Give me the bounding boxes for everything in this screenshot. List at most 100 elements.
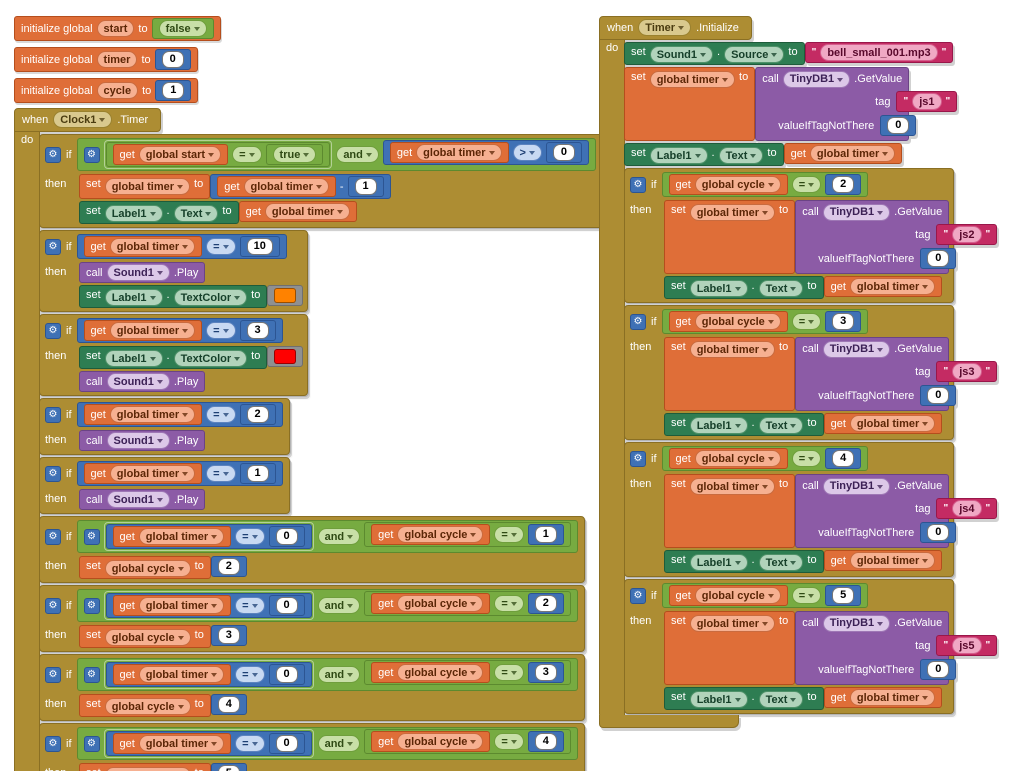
color-block[interactable] bbox=[267, 285, 304, 306]
field-start[interactable]: start bbox=[96, 20, 135, 37]
number-field[interactable]: 4 bbox=[217, 696, 240, 713]
dropdown-and[interactable]: and bbox=[336, 146, 379, 163]
mutator-gear-icon[interactable]: ⚙ bbox=[45, 465, 61, 482]
number-field[interactable]: 2 bbox=[217, 558, 240, 575]
if-block[interactable]: ⚙ if ⚙ get global timer = 0 and get global cycle =… bbox=[39, 654, 585, 721]
number-field[interactable]: 1 bbox=[246, 465, 269, 482]
number-block[interactable]: 2 bbox=[825, 174, 862, 195]
dropdown-global-cycle[interactable]: global cycle bbox=[104, 629, 191, 646]
dropdown-[interactable]: = bbox=[206, 465, 236, 482]
dropdown-[interactable]: = bbox=[235, 528, 265, 545]
mutator-gear-icon[interactable]: ⚙ bbox=[630, 450, 646, 467]
field-timer[interactable]: timer bbox=[96, 51, 138, 68]
field-js2[interactable]: js2 bbox=[952, 226, 982, 243]
number-field[interactable]: 4 bbox=[832, 450, 855, 467]
dropdown-text[interactable]: Text bbox=[758, 417, 804, 434]
if-block[interactable]: ⚙ if ⚙ get global timer = 0 and get global cycle =… bbox=[39, 516, 585, 583]
number-block[interactable]: 10 bbox=[239, 236, 280, 257]
number-block[interactable]: 3 bbox=[239, 320, 276, 341]
if-block[interactable]: ⚙ if get global cycle = 3 then set global timer t… bbox=[624, 305, 998, 440]
mutator-gear-icon[interactable]: ⚙ bbox=[83, 528, 100, 545]
logic-compare-block[interactable]: get global cycle = 2 bbox=[364, 591, 571, 616]
set-variable-block[interactable]: set global cycle to bbox=[79, 625, 211, 648]
logic-false-block[interactable]: false bbox=[151, 18, 214, 39]
dropdown-global-cycle[interactable]: global cycle bbox=[397, 664, 484, 681]
get-variable-block[interactable]: get global timer bbox=[83, 320, 203, 341]
number-field[interactable]: 5 bbox=[217, 765, 240, 771]
set-variable-block[interactable]: set global cycle to bbox=[79, 763, 211, 771]
number-block[interactable]: 0 bbox=[545, 142, 582, 163]
if-block[interactable]: ⚙ if get global cycle = 2 then set global timer t… bbox=[624, 168, 998, 303]
text-string-block[interactable]: " js4 " bbox=[936, 498, 998, 519]
math-compare-block[interactable]: get global timer = 0 bbox=[105, 662, 312, 687]
mutator-gear-icon[interactable]: ⚙ bbox=[45, 322, 61, 339]
color-swatch[interactable] bbox=[274, 349, 297, 364]
dropdown-global-timer[interactable]: global timer bbox=[849, 278, 936, 295]
number-block[interactable]: 0 bbox=[154, 49, 191, 70]
dropdown-global-timer[interactable]: global timer bbox=[138, 528, 225, 545]
get-variable-block[interactable]: get global timer bbox=[823, 550, 943, 571]
if-block[interactable]: ⚙ if get global timer = 1 then call Sound1 .Play bbox=[39, 457, 290, 514]
dropdown-sound1[interactable]: Sound1 bbox=[106, 432, 170, 449]
number-field[interactable]: 2 bbox=[534, 595, 557, 612]
if-block[interactable]: ⚙ if get global timer = 10 then call Sound1 .Play… bbox=[39, 230, 309, 312]
dropdown-global-timer[interactable]: global timer bbox=[109, 238, 196, 255]
component-call-block[interactable]: call Sound1 .Play bbox=[79, 262, 206, 283]
dropdown-global-cycle[interactable]: global cycle bbox=[694, 587, 781, 604]
number-block[interactable]: 1 bbox=[527, 524, 564, 545]
get-variable-block[interactable]: get global timer bbox=[112, 595, 232, 616]
dropdown-[interactable]: = bbox=[494, 664, 524, 681]
dropdown-sound1[interactable]: Sound1 bbox=[649, 46, 714, 63]
and-block[interactable]: ⚙ get global timer = 0 and get global cycle = 3 bbox=[76, 658, 578, 691]
dropdown-label1[interactable]: Label1 bbox=[689, 554, 748, 571]
get-variable-block[interactable]: get global start bbox=[112, 144, 229, 165]
number-field[interactable]: 1 bbox=[534, 526, 557, 543]
get-variable-block[interactable]: get global timer bbox=[389, 142, 509, 163]
mutator-gear-icon[interactable]: ⚙ bbox=[630, 587, 646, 604]
get-variable-block[interactable]: get global cycle bbox=[668, 448, 788, 469]
number-block[interactable]: 4 bbox=[825, 448, 862, 469]
component-call-block[interactable]: call Sound1 .Play bbox=[79, 489, 206, 510]
dropdown-and[interactable]: and bbox=[317, 597, 361, 614]
get-variable-block[interactable]: get global timer bbox=[83, 236, 203, 257]
logic-compare-block[interactable]: get global start = true bbox=[105, 142, 331, 167]
component-set-block[interactable]: set Label1. Text to bbox=[624, 143, 784, 166]
dropdown-textcolor[interactable]: TextColor bbox=[173, 289, 248, 306]
dropdown-[interactable]: = bbox=[791, 313, 822, 330]
math-compare-block[interactable]: get global timer = 10 bbox=[76, 234, 287, 259]
set-variable-block[interactable]: set global timer to bbox=[664, 337, 796, 411]
init-global-cycle-block[interactable]: initialize global cycle to 1 bbox=[14, 78, 199, 103]
dropdown-sound1[interactable]: Sound1 bbox=[106, 491, 170, 508]
field-bell-small-001-mp3[interactable]: bell_small_001.mp3 bbox=[820, 44, 938, 61]
dropdown-tinydb1[interactable]: TinyDB1 bbox=[822, 614, 891, 632]
component-set-block[interactable]: set Sound1. Source to bbox=[624, 42, 805, 65]
number-field[interactable]: 3 bbox=[534, 664, 557, 681]
dropdown-tinydb1[interactable]: TinyDB1 bbox=[782, 70, 851, 88]
number-field[interactable]: 0 bbox=[552, 144, 575, 161]
dropdown-global-timer[interactable]: global timer bbox=[809, 145, 896, 162]
dropdown-source[interactable]: Source bbox=[724, 46, 785, 63]
dropdown-sound1[interactable]: Sound1 bbox=[106, 373, 170, 390]
number-block[interactable]: 1 bbox=[155, 80, 192, 101]
when-timer-initialize-event[interactable]: when Timer .Initialize do set Sound1. Source to… bbox=[599, 16, 998, 728]
dropdown-[interactable]: = bbox=[235, 666, 265, 683]
get-variable-block[interactable]: get global timer bbox=[112, 664, 232, 685]
get-variable-block[interactable]: get global timer bbox=[83, 404, 203, 425]
tinydb-getvalue-block[interactable]: call TinyDB1 .GetValue tag " js2 " valueIfTagNo… bbox=[795, 200, 998, 274]
text-string-block[interactable]: " bell_small_001.mp3 " bbox=[804, 42, 954, 63]
get-variable-block[interactable]: get global cycle bbox=[371, 524, 491, 545]
dropdown-global-timer[interactable]: global timer bbox=[138, 666, 225, 683]
number-field[interactable]: 0 bbox=[275, 597, 298, 614]
dropdown-global-cycle[interactable]: global cycle bbox=[397, 733, 484, 750]
if-block[interactable]: ⚙ if get global timer = 2 then call Sound1 .Play bbox=[39, 398, 290, 455]
dropdown-[interactable]: = bbox=[494, 595, 524, 612]
dropdown-global-timer[interactable]: global timer bbox=[109, 322, 196, 339]
number-field[interactable]: 0 bbox=[927, 524, 950, 541]
number-block[interactable]: 4 bbox=[527, 731, 564, 752]
mutator-gear-icon[interactable]: ⚙ bbox=[83, 146, 100, 163]
number-field[interactable]: 0 bbox=[275, 666, 298, 683]
number-block[interactable]: 0 bbox=[920, 385, 957, 406]
dropdown-global-timer[interactable]: global timer bbox=[689, 478, 776, 495]
set-variable-block[interactable]: set global cycle to bbox=[79, 556, 211, 579]
